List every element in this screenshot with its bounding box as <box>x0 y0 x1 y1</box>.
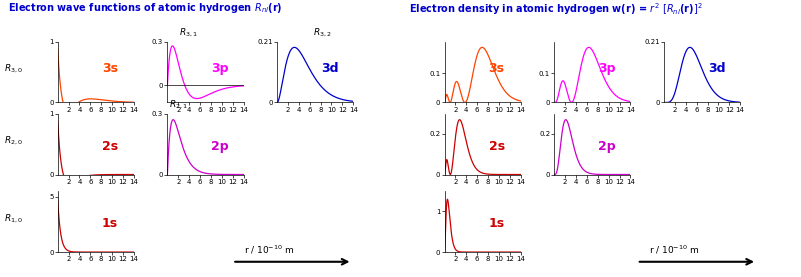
Text: 2s: 2s <box>102 140 118 153</box>
Text: 3p: 3p <box>598 62 616 75</box>
Text: $R_{3,0}$: $R_{3,0}$ <box>4 63 23 75</box>
Text: 1s: 1s <box>489 217 505 230</box>
Text: Electron density in atomic hydrogen w(r) = $r^2$ $[R_{nl}$(r)$]^2$: Electron density in atomic hydrogen w(r)… <box>409 1 702 17</box>
Text: $R_{3,2}$: $R_{3,2}$ <box>313 27 332 39</box>
Text: $R_{2,0}$: $R_{2,0}$ <box>4 135 23 147</box>
Text: 3s: 3s <box>102 62 118 75</box>
Text: r / 10$^{-10}$ m: r / 10$^{-10}$ m <box>244 244 295 256</box>
Text: 3d: 3d <box>708 62 726 75</box>
Text: $R_{3,1}$: $R_{3,1}$ <box>179 27 199 39</box>
Text: 2p: 2p <box>211 140 229 153</box>
Text: 2s: 2s <box>489 140 505 153</box>
Text: $R_{2,1}$: $R_{2,1}$ <box>169 99 188 111</box>
Text: 1s: 1s <box>102 217 118 230</box>
Text: 3s: 3s <box>489 62 505 75</box>
Text: 3p: 3p <box>211 62 229 75</box>
Text: 3d: 3d <box>321 62 339 75</box>
Text: Electron wave functions of atomic hydrogen $R_{nl}$(r): Electron wave functions of atomic hydrog… <box>8 1 283 16</box>
Text: $R_{1,0}$: $R_{1,0}$ <box>4 212 23 225</box>
Text: r / 10$^{-10}$ m: r / 10$^{-10}$ m <box>649 244 699 256</box>
Text: 2p: 2p <box>598 140 616 153</box>
